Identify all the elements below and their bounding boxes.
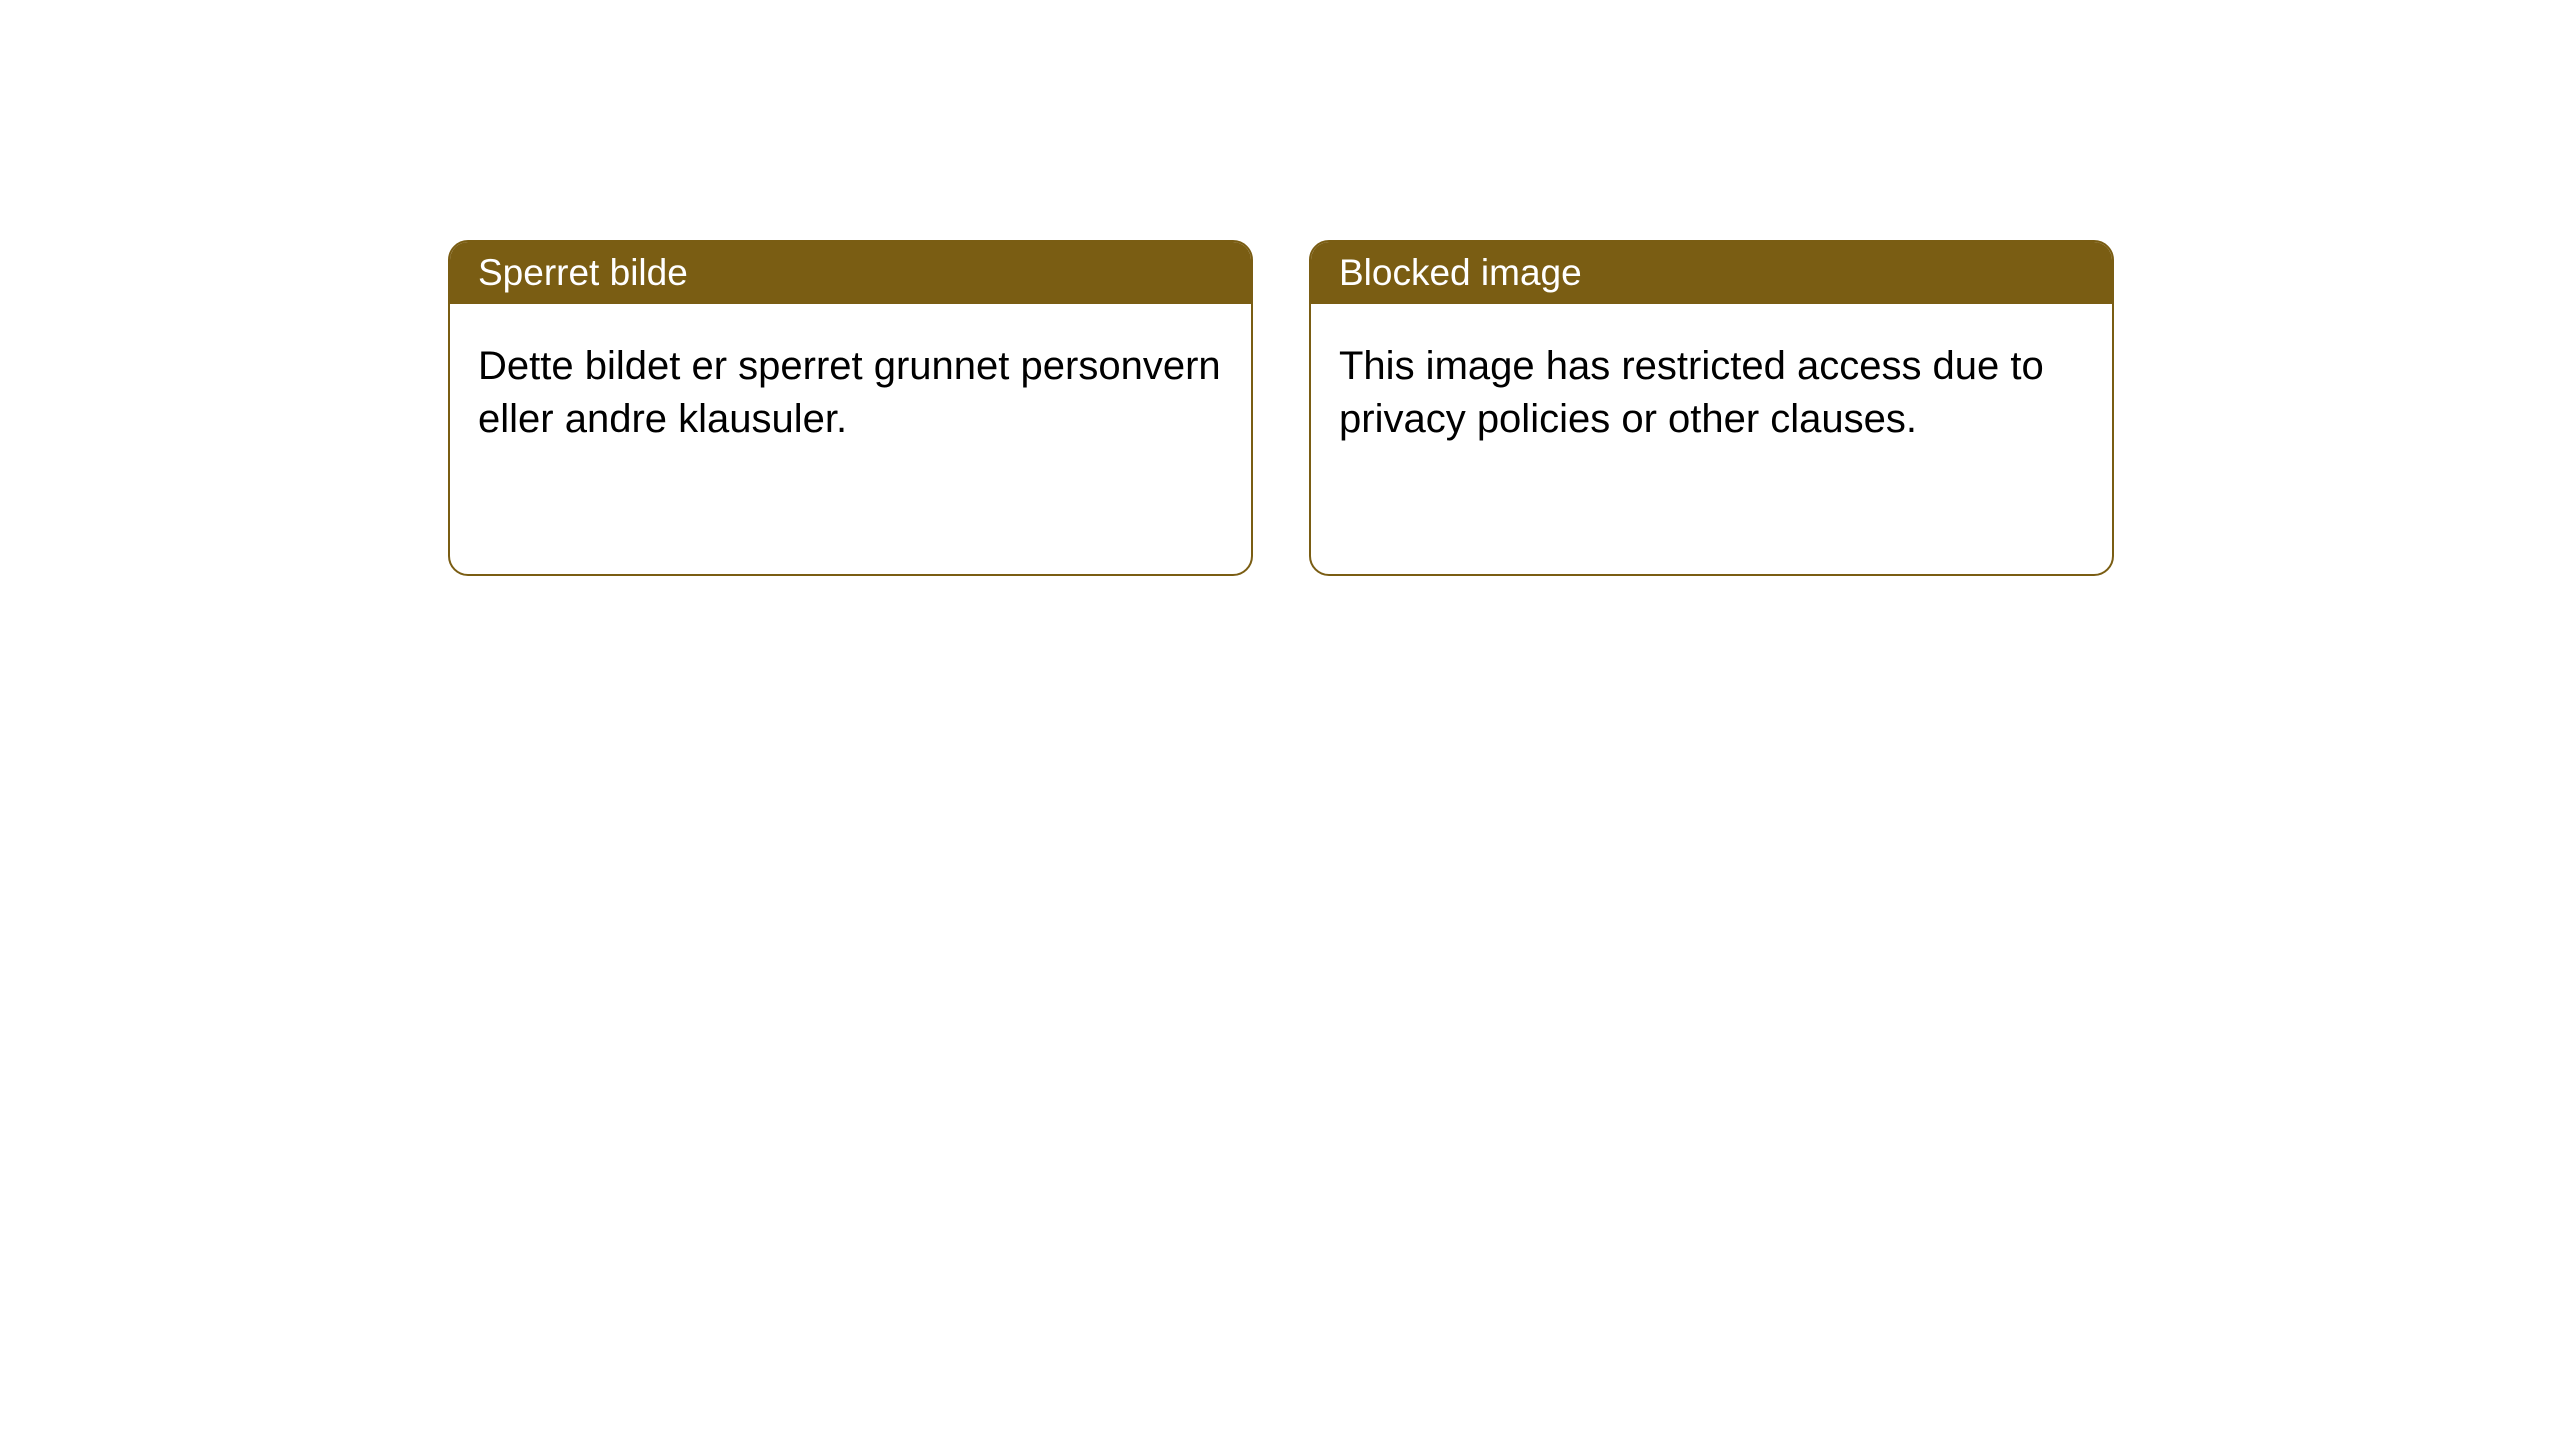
card-header: Blocked image	[1311, 242, 2112, 304]
notice-cards-container: Sperret bilde Dette bildet er sperret gr…	[0, 0, 2560, 576]
card-title: Sperret bilde	[478, 252, 688, 293]
card-body-text: Dette bildet er sperret grunnet personve…	[478, 344, 1221, 441]
notice-card-norwegian: Sperret bilde Dette bildet er sperret gr…	[448, 240, 1253, 576]
card-body-text: This image has restricted access due to …	[1339, 344, 2044, 441]
card-header: Sperret bilde	[450, 242, 1251, 304]
card-title: Blocked image	[1339, 252, 1582, 293]
card-body: Dette bildet er sperret grunnet personve…	[450, 304, 1251, 574]
card-body: This image has restricted access due to …	[1311, 304, 2112, 574]
notice-card-english: Blocked image This image has restricted …	[1309, 240, 2114, 576]
